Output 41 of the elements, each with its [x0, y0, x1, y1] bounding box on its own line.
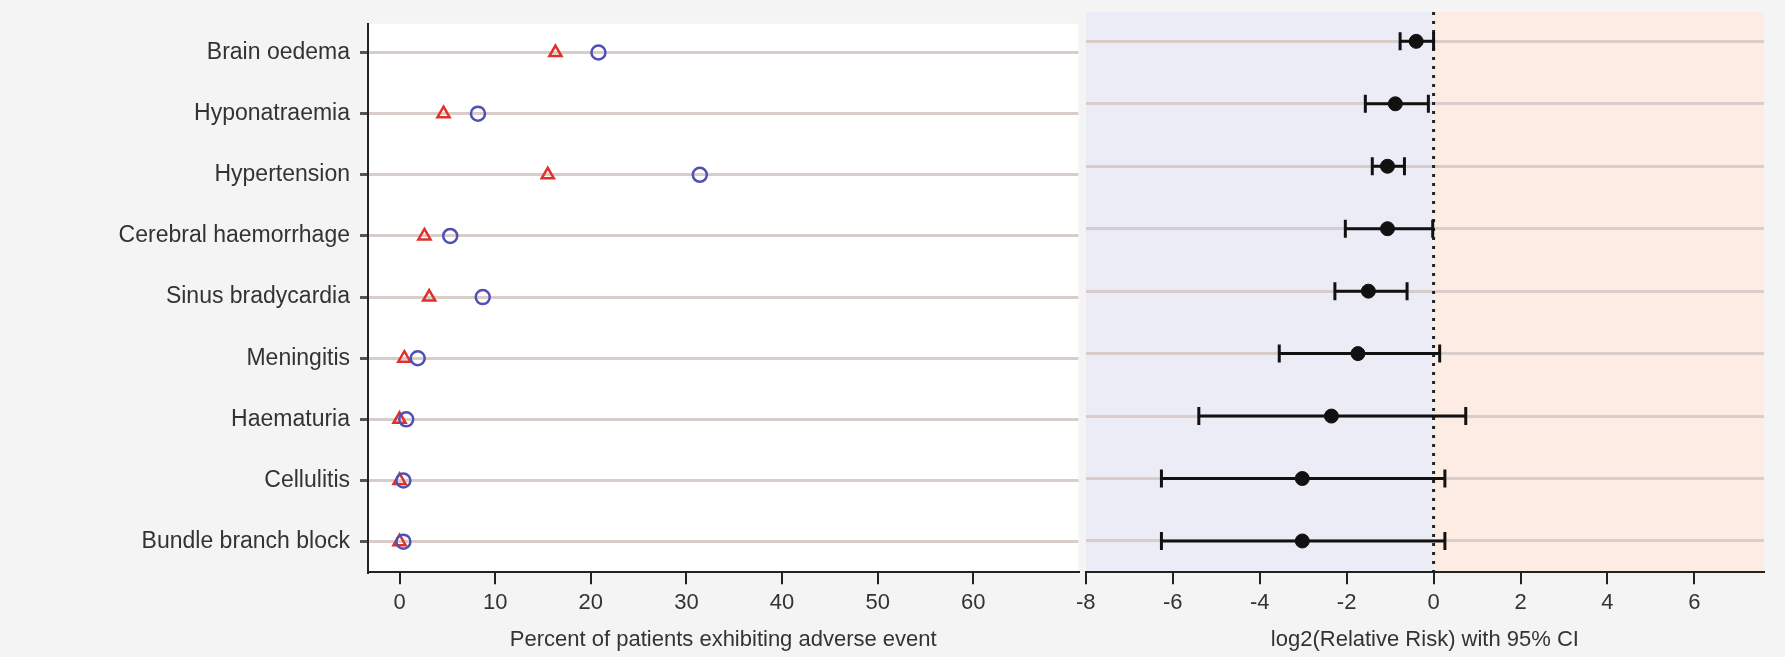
- x-tick-label: 50: [865, 589, 890, 615]
- x-tick-label: 0: [1427, 589, 1440, 615]
- x-tick-label: 10: [482, 589, 508, 615]
- y-tick-label: Brain oedema: [206, 37, 351, 64]
- y-tick-label: Cerebral haemorrhage: [118, 221, 350, 248]
- y-tick-label: Hyponatraemia: [194, 99, 351, 126]
- y-tick-label: Bundle branch block: [141, 526, 351, 553]
- x-tick-label: -6: [1162, 589, 1183, 615]
- point: [398, 411, 415, 428]
- x-tick-label: -2: [1336, 589, 1357, 615]
- x-tick-label: -4: [1249, 589, 1270, 615]
- y-tick-label: Haematuria: [231, 404, 351, 431]
- x-tick-label: 20: [578, 589, 604, 615]
- x-axis-title: Percent of patients exhibiting adverse event: [509, 625, 937, 651]
- x-axis-title: log2(Relative Risk) with 95% CI: [1270, 625, 1579, 651]
- point: [441, 227, 459, 245]
- point: [474, 288, 491, 306]
- point: [691, 166, 709, 184]
- point: [540, 166, 556, 180]
- point: [469, 105, 487, 122]
- x-tick-label: -8: [1076, 589, 1096, 615]
- x-tick-label: 2: [1514, 589, 1527, 615]
- y-tick-label: Meningitis: [246, 343, 350, 370]
- x-tick-label: 0: [393, 589, 406, 615]
- y-tick-label: Sinus bradycardia: [165, 282, 351, 309]
- x-tick-label: 4: [1601, 589, 1614, 615]
- point: [395, 472, 412, 489]
- point: [417, 227, 432, 241]
- point: [397, 349, 412, 363]
- x-tick-label: 6: [1688, 589, 1701, 615]
- y-tick-label: Hypertension: [214, 160, 350, 187]
- y-tick-label: Cellulitis: [264, 465, 350, 492]
- point: [548, 44, 563, 58]
- x-tick-label: 30: [674, 589, 699, 615]
- point: [590, 44, 607, 61]
- x-tick-label: 60: [961, 589, 986, 615]
- x-tick-label: 40: [769, 589, 795, 615]
- point: [436, 105, 451, 119]
- point: [421, 288, 437, 302]
- point: [409, 349, 426, 367]
- point: [395, 533, 412, 550]
